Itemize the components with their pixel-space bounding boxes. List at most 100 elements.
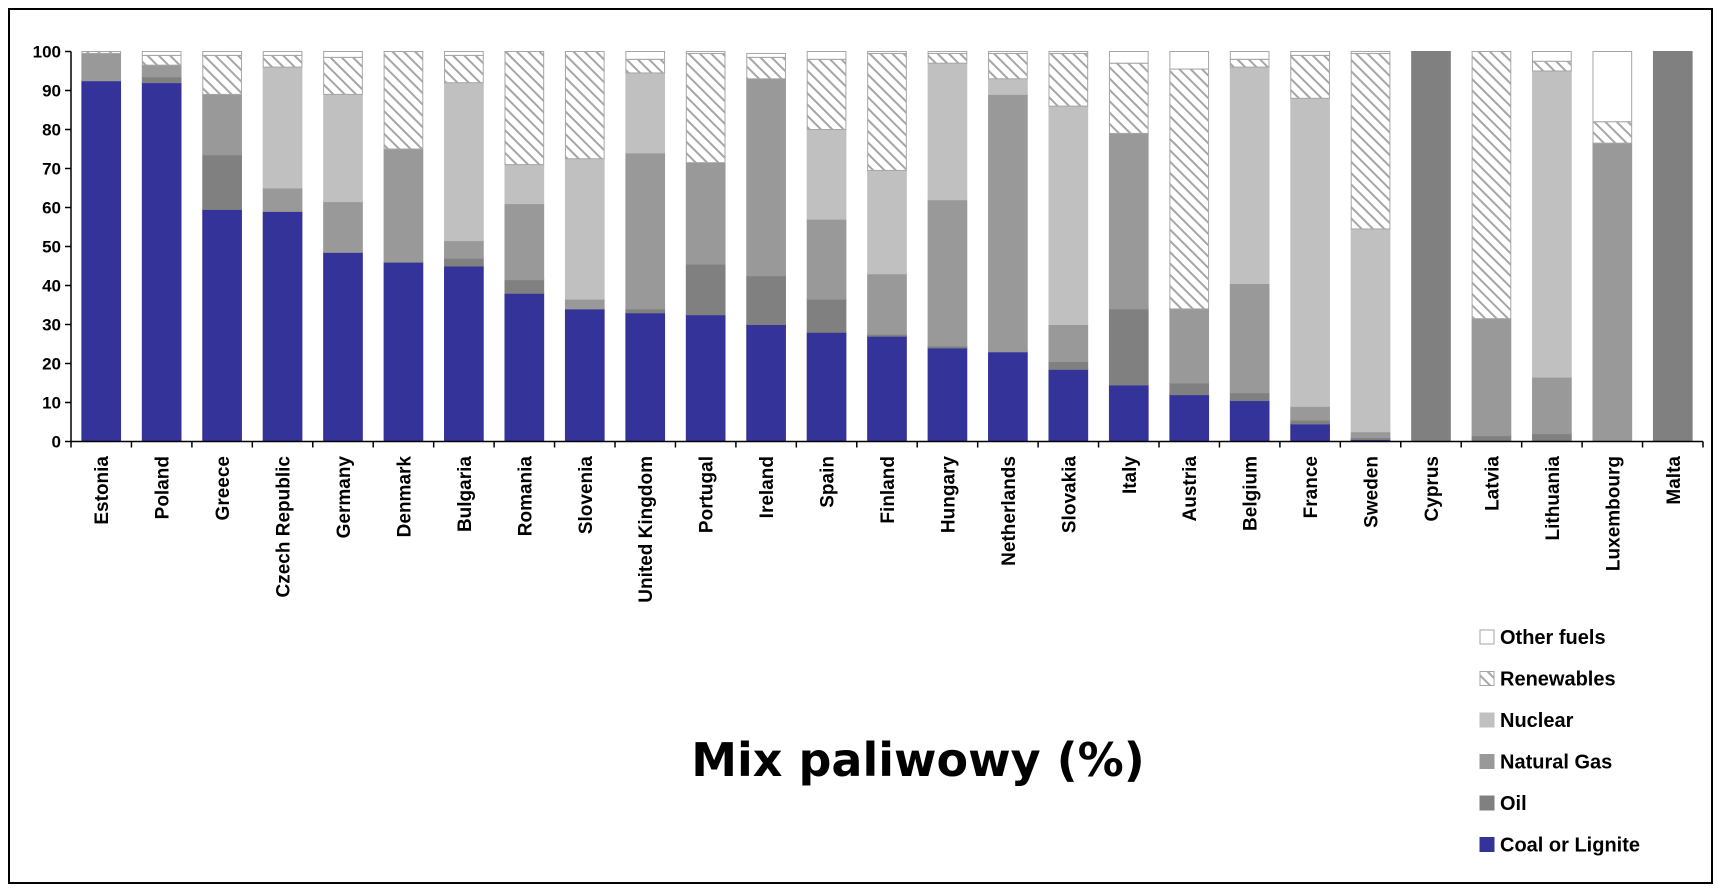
bar-segment-19-3: [1169, 308, 1210, 384]
bar-segment-25-4: [1532, 70, 1572, 378]
bar-segment-15-1: [927, 347, 968, 442]
bar-segment-19-1: [1169, 394, 1210, 443]
category-label-21: France: [1301, 456, 1322, 518]
bar-segment-15-6: [927, 51, 968, 54]
bar-segment-26-5: [1592, 121, 1633, 144]
bar-segment-6-1: [383, 261, 424, 442]
bar-segment-17-2: [1048, 361, 1089, 370]
legend-label-1: Other fuels: [1500, 627, 1606, 649]
bar-segment-3-5: [202, 54, 242, 95]
y-tick-label-50: 50: [42, 238, 61, 257]
bar-segment-5-6: [323, 51, 363, 58]
bar-segment-14-1: [867, 335, 907, 443]
legend-swatch-1: [1479, 629, 1495, 645]
bar-segment-17-6: [1048, 51, 1089, 54]
bar-segment-10-4: [625, 72, 666, 154]
bar-segment-1-3: [81, 52, 122, 82]
bar-segment-20-3: [1229, 283, 1270, 394]
bar-segment-13-1: [806, 331, 847, 442]
bar-segment-21-5: [1290, 54, 1330, 99]
bar-segment-11-6: [685, 51, 726, 54]
bar-segment-25-6: [1532, 51, 1572, 62]
bar-segment-18-1: [1108, 384, 1149, 443]
bar-segment-8-5: [504, 51, 545, 166]
bar-segment-13-5: [806, 58, 847, 130]
bar-segment-16-3: [988, 93, 1028, 353]
bar-segment-9-3: [564, 298, 605, 310]
bar-segment-11-2: [685, 263, 726, 316]
legend-swatch-3: [1479, 712, 1495, 728]
bar-segment-22-5: [1350, 52, 1391, 230]
bar-segment-12-1: [746, 324, 786, 442]
bar-segment-7-6: [444, 51, 484, 56]
bar-segment-22-3: [1350, 431, 1391, 439]
bar-segment-13-6: [806, 51, 847, 60]
category-label-19: Austria: [1180, 456, 1201, 522]
bar-segment-6-5: [383, 51, 424, 150]
bar-segment-26-6: [1592, 51, 1633, 123]
bar-segment-20-2: [1229, 392, 1270, 402]
bar-segment-25-3: [1532, 376, 1572, 435]
bar-segment-19-6: [1169, 51, 1210, 70]
bar-segment-3-6: [202, 51, 242, 56]
bar-segment-5-4: [323, 93, 363, 203]
bar-segment-14-5: [867, 52, 907, 171]
bar-segment-20-6: [1229, 51, 1270, 60]
legend-label-5: Oil: [1500, 793, 1527, 815]
bar-segment-9-1: [564, 308, 605, 442]
bar-segment-2-3: [141, 64, 182, 78]
bar-segment-6-3: [383, 148, 424, 263]
y-tick-label-100: 100: [33, 43, 61, 62]
y-tick-label-30: 30: [42, 316, 61, 335]
legend-swatch-4: [1479, 754, 1495, 769]
category-label-6: Denmark: [394, 456, 415, 538]
bar-segment-19-2: [1169, 382, 1210, 396]
y-tick-label-40: 40: [42, 277, 61, 296]
bar-segment-4-3: [262, 187, 303, 212]
bar-segment-8-3: [504, 203, 545, 281]
bar-segment-19-5: [1169, 68, 1210, 310]
bar-segment-16-1: [988, 351, 1028, 442]
bar-segment-21-6: [1290, 51, 1330, 56]
chart-title: Mix paliwowy (%): [691, 733, 1144, 787]
bar-segment-7-5: [444, 54, 484, 84]
bar-segment-22-6: [1350, 51, 1391, 54]
axes-layer: 0 10 20 30 40 50 60 70 80 90 100: [33, 43, 1704, 452]
bar-segment-16-5: [988, 52, 1028, 80]
category-label-1: Estonia: [92, 456, 113, 525]
category-label-2: Poland: [153, 456, 174, 519]
y-tick-label-20: 20: [42, 355, 61, 374]
category-label-26: Luxembourg: [1603, 456, 1624, 571]
bar-segment-20-5: [1229, 58, 1270, 68]
bar-segment-10-1: [625, 312, 666, 442]
category-label-14: Finland: [878, 456, 899, 524]
bar-segment-2-1: [141, 82, 182, 442]
bar-segment-3-3: [202, 93, 242, 156]
bar-segment-1-5: [81, 51, 122, 54]
bar-segment-12-2: [746, 275, 786, 325]
bar-segment-10-5: [625, 58, 666, 74]
bar-segment-8-1: [504, 292, 545, 442]
bar-segment-22-4: [1350, 228, 1391, 433]
y-tick-label-80: 80: [42, 121, 61, 140]
category-label-20: Belgium: [1241, 456, 1262, 531]
bar-segment-7-3: [444, 240, 484, 259]
bar-segment-7-1: [444, 265, 484, 442]
bar-segment-13-2: [806, 298, 847, 333]
category-label-22: Sweden: [1362, 456, 1383, 528]
bar-segment-12-5: [746, 56, 786, 80]
category-label-13: Spain: [818, 456, 839, 508]
y-tick-label-10: 10: [42, 394, 61, 413]
legend-label-6: Coal or Lignite: [1500, 835, 1640, 857]
bar-segment-5-3: [323, 201, 363, 253]
category-labels: Estonia Poland Greece Czech Republic Germany…: [92, 456, 1685, 603]
y-tick-label-70: 70: [42, 160, 61, 179]
bar-segment-18-6: [1108, 51, 1149, 64]
category-label-9: Slovenia: [576, 456, 597, 535]
bar-segment-17-1: [1048, 368, 1089, 443]
bar-segment-3-1: [202, 208, 242, 442]
legend: Other fuels Renewables Nuclear Natural Gas O…: [1479, 627, 1640, 857]
bar-segment-10-2: [625, 308, 666, 314]
bar-segment-1-1: [81, 80, 122, 442]
